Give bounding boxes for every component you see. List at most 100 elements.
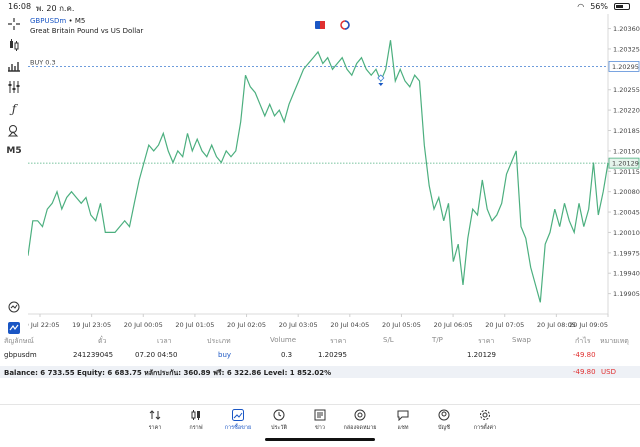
- nav-account[interactable]: บัญชี: [425, 409, 463, 432]
- nav-history[interactable]: ประวัติ: [260, 409, 298, 432]
- bid-price-box: [608, 157, 640, 169]
- row-volume: 0.3: [281, 351, 293, 359]
- price-tick-label: 1.20010: [613, 229, 640, 237]
- price-tick-label: 1.20080: [613, 188, 640, 196]
- nav-chart[interactable]: กราฟ: [177, 409, 215, 432]
- price-tick-label: 1.19940: [613, 270, 640, 278]
- balance-summary: Balance: 6 733.55 Equity: 6 683.75 หลักป…: [4, 369, 332, 377]
- one-click-trading-icon[interactable]: [340, 20, 350, 30]
- time-tick-label: 20 Jul 05:05: [382, 321, 421, 329]
- nav-account-label: บัญชี: [438, 425, 450, 431]
- timeframe-separator: •: [68, 17, 73, 25]
- col-time: เวลา: [157, 337, 172, 345]
- row-type: buy: [218, 351, 232, 359]
- symbol-name[interactable]: GBPUSDm: [30, 17, 67, 25]
- row-profit: -49.80: [573, 351, 596, 359]
- price-tick-label: 1.19975: [613, 249, 640, 257]
- nav-chat[interactable]: แชท: [384, 409, 422, 432]
- nav-chart-label: กราฟ: [189, 425, 203, 431]
- price-series-line: [28, 40, 609, 303]
- nav-news-label: ข่าว: [315, 425, 325, 431]
- price-tick-label: 1.20325: [613, 45, 640, 53]
- price-tick-label: 1.20115: [613, 168, 640, 176]
- crosshair-icon[interactable]: [4, 17, 24, 33]
- quick-trade-icon[interactable]: [315, 20, 325, 30]
- nav-trade[interactable]: การซื้อขาย: [219, 409, 257, 432]
- col-tp: T/P: [432, 336, 443, 344]
- col-open-price: ราคา: [330, 337, 347, 345]
- sliders-icon[interactable]: [4, 80, 24, 96]
- chart-timeframe: M5: [74, 17, 86, 25]
- chart-toolbar: ƒ M5: [0, 14, 28, 334]
- bottom-navigation: ราคา กราฟ การซื้อขาย ประวัติ ข่าว กล่องจ…: [0, 404, 640, 447]
- price-tick-label: 1.19905: [613, 290, 640, 298]
- shapes-icon[interactable]: [4, 123, 24, 139]
- col-current-price: ราคา: [478, 337, 495, 345]
- col-comment: หมายเหตุ: [600, 337, 629, 345]
- nav-trade-label: การซื้อขาย: [224, 425, 252, 431]
- buy-price-label: 1.20295: [612, 63, 639, 71]
- quotes-icon: [149, 410, 161, 420]
- price-tick-label: 1.20045: [613, 209, 640, 217]
- col-profit: กำไร: [575, 337, 591, 345]
- nav-mailbox-label: กล่องจดหมาย: [343, 425, 377, 431]
- row-current-price: 1.20129: [467, 351, 496, 359]
- chart-type-icon[interactable]: [4, 38, 24, 54]
- history-icon: [273, 409, 285, 421]
- time-tick-label: 20 Jul 02:05: [227, 321, 266, 329]
- row-open-price: 1.20295: [318, 351, 347, 359]
- mail-at-icon: [354, 409, 366, 421]
- time-tick-label: 20 Jul 08:05: [537, 321, 576, 329]
- bid-price-label: 1.20129: [612, 160, 639, 168]
- gear-icon: [480, 410, 490, 420]
- table-header: สัญลักษณ์ ตั๋ว เวลา ประเภท Volume ราคา S…: [0, 333, 640, 347]
- nav-chat-label: แชท: [397, 425, 409, 431]
- nav-quotes[interactable]: ราคา: [136, 409, 174, 432]
- price-tick-label: 1.20185: [613, 127, 640, 135]
- time-tick-label: 20 Jul 07:05: [485, 321, 524, 329]
- nav-history-label: ประวัติ: [270, 425, 288, 431]
- col-volume: Volume: [270, 336, 297, 344]
- buy-price-box: [608, 61, 640, 72]
- app-logo-icon: [4, 321, 24, 337]
- price-tick-label: 1.20150: [613, 147, 640, 155]
- wifi-icon: ◠: [577, 2, 585, 11]
- time-tick-label: 20 Jul 06:05: [434, 321, 473, 329]
- symbol-description: Great Britain Pound vs US Dollar: [30, 27, 144, 35]
- col-symbol: สัญลักษณ์: [4, 337, 34, 345]
- time-tick-label: 19 Jul 22:05: [28, 321, 59, 329]
- candles-icon: [191, 410, 200, 420]
- col-ticket: ตั๋ว: [98, 337, 107, 345]
- nav-mailbox[interactable]: กล่องจดหมาย: [341, 409, 379, 432]
- chart-settings-icon[interactable]: [4, 300, 24, 316]
- nav-news[interactable]: ข่าว: [301, 409, 339, 432]
- profit-currency: USD: [601, 368, 616, 376]
- timeframe-button[interactable]: M5: [6, 146, 22, 156]
- indicators-icon[interactable]: [4, 59, 24, 75]
- account-icon: [438, 409, 450, 421]
- nav-quotes-label: ราคา: [148, 425, 162, 431]
- status-bar: 16:08 พ. 20 ก.ค. ◠ 56%: [0, 0, 640, 14]
- time-tick-label: 20 Jul 09:05: [569, 321, 608, 329]
- chat-icon: [397, 410, 409, 421]
- battery-percent: 56%: [590, 2, 608, 11]
- time-tick-label: 20 Jul 04:05: [330, 321, 369, 329]
- row-ticket: 241239045: [73, 351, 114, 359]
- row-time: 07.20 04:50: [135, 351, 178, 359]
- row-symbol: gbpusdm: [4, 351, 37, 359]
- positions-table: สัญลักษณ์ ตั๋ว เวลา ประเภท Volume ราคา S…: [0, 333, 640, 361]
- trade-chart-icon: [232, 409, 244, 421]
- chart-header: GBPUSDm • M5 Great Britain Pound vs US D…: [30, 16, 143, 36]
- table-row[interactable]: gbpusdm 241239045 07.20 04:50 buy 0.3 1.…: [0, 347, 640, 361]
- function-icon[interactable]: ƒ: [11, 102, 17, 116]
- price-tick-label: 1.20255: [613, 86, 640, 94]
- status-time: 16:08: [8, 2, 32, 11]
- buy-arrow-icon: [378, 82, 384, 86]
- entry-marker-icon[interactable]: [377, 74, 385, 82]
- nav-settings[interactable]: การตั้งค่า: [466, 409, 504, 432]
- price-tick-label: 1.20220: [613, 107, 640, 115]
- status-date: พ. 20 ก.ค.: [36, 4, 75, 13]
- price-chart[interactable]: 1.20360 1.20325 1.20255 1.20220 1.20185 1.201…: [28, 14, 640, 334]
- buy-level-label: BUY 0.3: [30, 58, 56, 66]
- total-profit: -49.80: [573, 368, 596, 376]
